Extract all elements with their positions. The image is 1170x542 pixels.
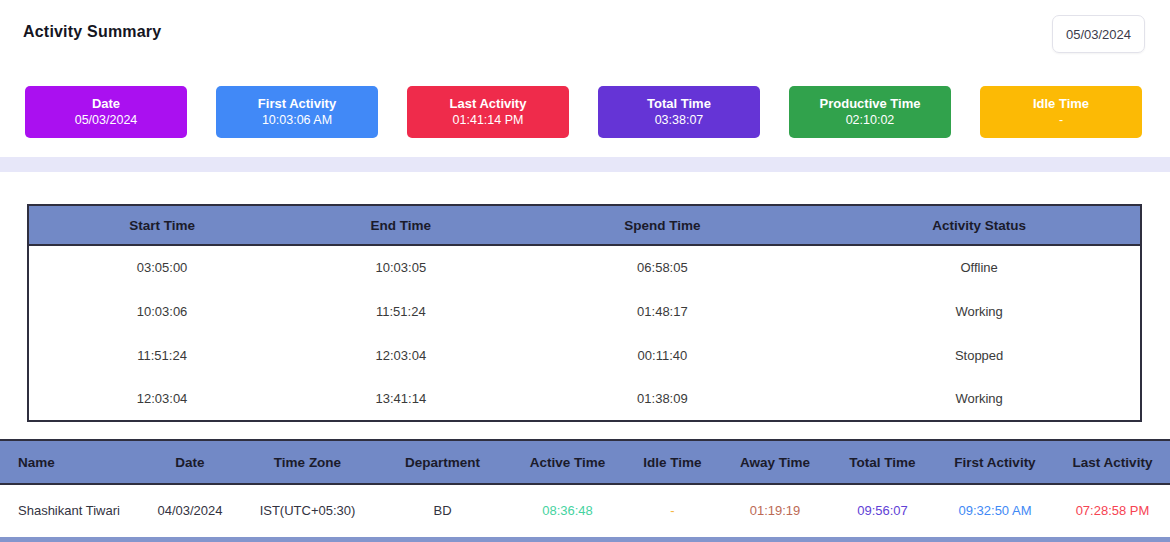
cell-first-activity: 09:32:50 AM bbox=[935, 484, 1055, 535]
summary-cards: Date 05/03/2024 First Activity 10:03:06 … bbox=[25, 86, 1142, 138]
col-header-idle-time: Idle Time bbox=[625, 440, 720, 484]
cell-activity-status: Stopped bbox=[818, 333, 1141, 377]
activity-summary-page: Activity Summary 05/03/2024 Date 05/03/2… bbox=[0, 0, 1170, 542]
date-picker[interactable]: 05/03/2024 bbox=[1052, 15, 1145, 53]
employee-table-header-row: Name Date Time Zone Department Active Ti… bbox=[0, 440, 1170, 484]
employee-summary-table: Name Date Time Zone Department Active Ti… bbox=[0, 439, 1170, 535]
activity-table-header-row: Start Time End Time Spend Time Activity … bbox=[28, 205, 1141, 245]
col-header-total-time: Total Time bbox=[830, 440, 935, 484]
cell-activity-status: Offline bbox=[818, 245, 1141, 289]
card-label: Last Activity bbox=[450, 95, 527, 112]
summary-card-last-activity: Last Activity 01:41:14 PM bbox=[407, 86, 569, 138]
card-value: 10:03:06 AM bbox=[262, 112, 332, 129]
cell-activity-status: Working bbox=[818, 289, 1141, 333]
cell-time-zone: IST(UTC+05:30) bbox=[240, 484, 375, 535]
card-value: 01:41:14 PM bbox=[453, 112, 524, 129]
card-label: Productive Time bbox=[820, 95, 921, 112]
cell-total-time: 09:56:07 bbox=[830, 484, 935, 535]
summary-card-first-activity: First Activity 10:03:06 AM bbox=[216, 86, 378, 138]
bottom-strip bbox=[0, 537, 1170, 542]
activity-sessions-table: Start Time End Time Spend Time Activity … bbox=[27, 204, 1142, 422]
card-label: First Activity bbox=[258, 95, 336, 112]
cell-end-time: 12:03:04 bbox=[295, 333, 506, 377]
col-header-first-activity: First Activity bbox=[935, 440, 1055, 484]
cell-end-time: 11:51:24 bbox=[295, 289, 506, 333]
table-row: 03:05:00 10:03:05 06:58:05 Offline bbox=[28, 245, 1141, 289]
cell-end-time: 13:41:14 bbox=[295, 377, 506, 421]
card-label: Date bbox=[92, 95, 120, 112]
cell-start-time: 11:51:24 bbox=[28, 333, 295, 377]
divider-band bbox=[0, 157, 1170, 172]
card-value: 03:38:07 bbox=[655, 112, 704, 129]
cell-start-time: 03:05:00 bbox=[28, 245, 295, 289]
cell-department: BD bbox=[375, 484, 510, 535]
card-value: 05/03/2024 bbox=[75, 112, 138, 129]
cell-date: 04/03/2024 bbox=[140, 484, 240, 535]
col-header-department: Department bbox=[375, 440, 510, 484]
page-header: Activity Summary 05/03/2024 bbox=[0, 0, 1170, 53]
card-value: 02:10:02 bbox=[846, 112, 895, 129]
cell-spend-time: 06:58:05 bbox=[507, 245, 819, 289]
col-header-spend-time: Spend Time bbox=[507, 205, 819, 245]
card-label: Total Time bbox=[647, 95, 711, 112]
cell-spend-time: 01:38:09 bbox=[507, 377, 819, 421]
summary-card-total-time: Total Time 03:38:07 bbox=[598, 86, 760, 138]
table-row: 12:03:04 13:41:14 01:38:09 Working bbox=[28, 377, 1141, 421]
col-header-start-time: Start Time bbox=[28, 205, 295, 245]
cell-active-time: 08:36:48 bbox=[510, 484, 625, 535]
summary-card-productive-time: Productive Time 02:10:02 bbox=[789, 86, 951, 138]
cell-spend-time: 00:11:40 bbox=[507, 333, 819, 377]
col-header-last-activity: Last Activity bbox=[1055, 440, 1170, 484]
cell-spend-time: 01:48:17 bbox=[507, 289, 819, 333]
cell-idle-time: - bbox=[625, 484, 720, 535]
card-value: - bbox=[1059, 112, 1063, 129]
cell-start-time: 12:03:04 bbox=[28, 377, 295, 421]
table-row: 10:03:06 11:51:24 01:48:17 Working bbox=[28, 289, 1141, 333]
cell-start-time: 10:03:06 bbox=[28, 289, 295, 333]
cell-last-activity: 07:28:58 PM bbox=[1055, 484, 1170, 535]
card-label: Idle Time bbox=[1033, 95, 1089, 112]
col-header-name: Name bbox=[0, 440, 140, 484]
col-header-end-time: End Time bbox=[295, 205, 506, 245]
cell-activity-status: Working bbox=[818, 377, 1141, 421]
col-header-time-zone: Time Zone bbox=[240, 440, 375, 484]
summary-card-date: Date 05/03/2024 bbox=[25, 86, 187, 138]
table-row: 11:51:24 12:03:04 00:11:40 Stopped bbox=[28, 333, 1141, 377]
col-header-activity-status: Activity Status bbox=[818, 205, 1141, 245]
summary-card-idle-time: Idle Time - bbox=[980, 86, 1142, 138]
col-header-away-time: Away Time bbox=[720, 440, 830, 484]
col-header-date: Date bbox=[140, 440, 240, 484]
cell-name: Shashikant Tiwari bbox=[0, 484, 140, 535]
page-title: Activity Summary bbox=[23, 23, 161, 41]
employee-row: Shashikant Tiwari 04/03/2024 IST(UTC+05:… bbox=[0, 484, 1170, 535]
activity-table-wrap: Start Time End Time Spend Time Activity … bbox=[27, 204, 1142, 422]
cell-away-time: 01:19:19 bbox=[720, 484, 830, 535]
cell-end-time: 10:03:05 bbox=[295, 245, 506, 289]
col-header-active-time: Active Time bbox=[510, 440, 625, 484]
